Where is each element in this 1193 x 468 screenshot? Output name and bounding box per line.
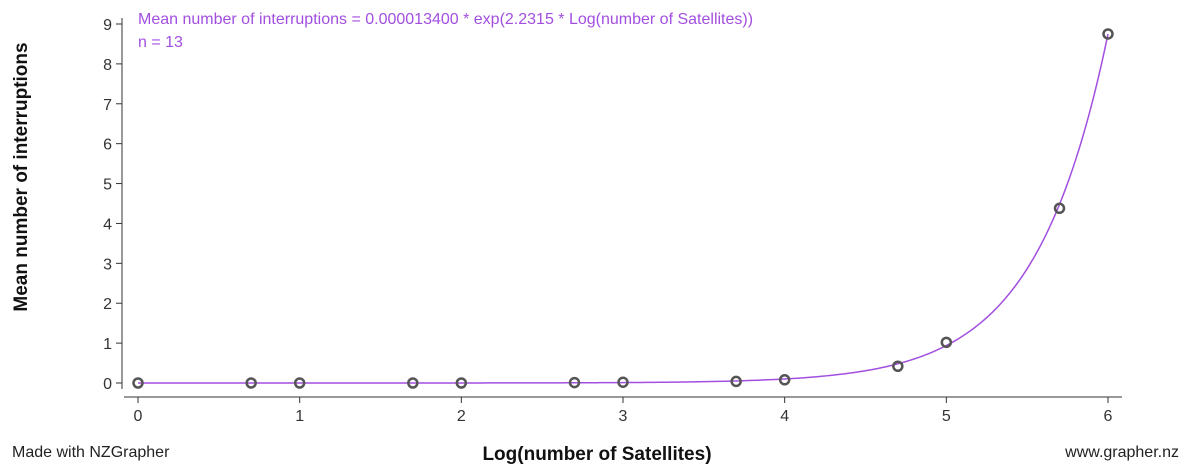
data-point [730,375,742,388]
data-point [892,360,904,372]
y-tick-label: 6 [103,137,112,154]
y-tick-label: 3 [103,256,112,273]
y-tick-label: 8 [103,57,112,74]
x-tick-label: 6 [1104,408,1113,425]
data-points [132,28,1114,389]
y-tick-label: 9 [103,17,112,34]
y-tick-label: 4 [103,216,112,233]
fit-equation: Mean number of interruptions = 0.0000134… [138,11,753,28]
data-point [617,376,629,388]
footer-credit: Made with NZGrapher [12,444,170,461]
x-tick-label: 5 [942,408,951,425]
data-point [568,376,581,389]
axes [121,18,1122,398]
x-tick-label: 1 [295,408,304,425]
y-tick-label: 7 [103,97,112,114]
fit-curve [138,33,1109,384]
x-axis-title: Log(number of Satellites) [482,444,711,465]
data-point [293,377,306,389]
data-point [1053,202,1066,215]
data-point [778,374,791,386]
y-tick-label: 0 [103,376,112,393]
x-tick-label: 4 [780,408,789,425]
y-tick-label: 2 [103,296,112,313]
x-tick-label: 3 [619,408,628,425]
x-tick-label: 0 [134,408,143,425]
y-tick-label: 5 [103,177,112,194]
footer-website: www.grapher.nz [1065,444,1179,461]
data-point [132,377,144,389]
data-point [245,377,257,389]
x-tick-label: 2 [457,408,466,425]
ticks: 0 1 2 3 4 5 6 0 1 2 3 4 5 6 7 8 9 [103,17,1112,425]
y-axis-title: Mean number of interruptions [11,42,32,311]
data-point [1102,28,1114,40]
data-point [455,377,468,389]
data-point [940,336,953,349]
n-label: n = 13 [138,34,183,51]
y-tick-label: 1 [103,336,112,353]
data-point [407,377,419,389]
